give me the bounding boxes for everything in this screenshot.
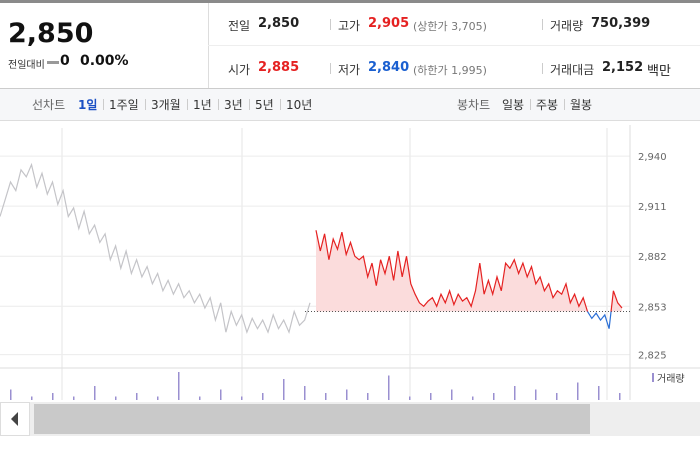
volume-bar	[262, 393, 264, 400]
y-tick-label: 2,882	[638, 252, 667, 263]
tab[interactable]: 1년	[193, 98, 212, 112]
volume-bar	[535, 389, 537, 400]
stat-value: 2,840	[368, 60, 410, 75]
volume-bar	[10, 389, 12, 400]
volume-bar	[94, 386, 96, 400]
volume-bar	[346, 389, 348, 400]
volume-bar	[514, 386, 516, 400]
volume-bar	[283, 379, 285, 400]
separator	[542, 19, 543, 30]
stat-label: 저가	[338, 63, 361, 77]
separator	[145, 99, 146, 110]
tab[interactable]: 3년	[224, 98, 243, 112]
tab[interactable]: 1주일	[109, 98, 139, 112]
tab[interactable]: 1일	[78, 98, 98, 112]
top-border	[0, 0, 700, 3]
tab-group-label: 봉차트	[457, 98, 491, 112]
price-line	[315, 230, 623, 312]
separator	[330, 63, 331, 74]
stat-value: 2,905	[368, 16, 410, 31]
volume-bar	[31, 396, 33, 400]
separator	[249, 99, 250, 110]
volume-bar	[598, 386, 600, 400]
separator	[218, 99, 219, 110]
stat-value: 750,399	[591, 16, 651, 31]
change-label: 전일대비	[8, 60, 45, 71]
volume-bar	[619, 393, 621, 400]
divider	[208, 45, 700, 46]
volume-bar	[430, 393, 432, 400]
volume-bar	[136, 393, 138, 400]
volume-bar	[115, 396, 117, 400]
volume-bar	[325, 393, 327, 400]
y-tick-label: 2,940	[638, 152, 667, 163]
separator	[542, 63, 543, 74]
tab[interactable]: 10년	[286, 98, 313, 112]
volume-bar	[199, 396, 201, 400]
area	[316, 230, 622, 312]
tab-group-label: 선차트	[32, 98, 66, 112]
y-tick-label: 2,911	[638, 202, 667, 213]
stat-unit: 백만	[647, 64, 671, 79]
volume-bar	[157, 396, 159, 400]
volume-bar	[388, 375, 390, 400]
stat-label: 고가	[338, 19, 361, 33]
volume-bar	[220, 389, 222, 400]
volume-bar	[178, 372, 180, 400]
separator	[530, 99, 531, 110]
stat-extra: (상한가 3,705)	[413, 20, 487, 33]
scroll-thumb[interactable]	[34, 404, 590, 434]
stat-extra: (하한가 1,995)	[413, 64, 487, 77]
flat-icon	[47, 61, 59, 64]
legend-label: 거래량	[657, 373, 685, 385]
price-line	[0, 162, 311, 335]
volume-bar	[577, 382, 579, 400]
volume-bar	[367, 393, 369, 400]
stat-label: 거래대금	[550, 63, 595, 77]
tab-bar	[0, 88, 700, 121]
stat-label: 전일	[228, 19, 251, 33]
volume-bar	[472, 396, 474, 400]
tab[interactable]: 일봉	[502, 98, 525, 112]
y-tick-label: 2,853	[638, 302, 667, 313]
volume-bar	[241, 396, 243, 400]
price: 2,850	[8, 18, 94, 49]
volume-bar	[409, 396, 411, 400]
arrow-icon	[11, 412, 18, 426]
separator	[330, 19, 331, 30]
stat-value: 2,850	[258, 16, 300, 31]
change-pct: 0.00%	[80, 53, 129, 69]
tab[interactable]: 주봉	[536, 98, 559, 112]
stat-value: 2,152	[602, 60, 644, 75]
stat-label: 시가	[228, 63, 251, 77]
volume-bar	[451, 389, 453, 400]
separator	[103, 99, 104, 110]
tab[interactable]: 5년	[255, 98, 274, 112]
y-tick-label: 2,825	[638, 351, 667, 362]
volume-bar	[52, 393, 54, 400]
tab[interactable]: 3개월	[151, 98, 181, 112]
legend-swatch	[652, 373, 654, 382]
separator	[187, 99, 188, 110]
volume-bar	[73, 396, 75, 400]
tab[interactable]: 월봉	[570, 98, 593, 112]
separator	[280, 99, 281, 110]
change: 0	[60, 53, 70, 69]
stat-value: 2,885	[258, 60, 300, 75]
volume-bar	[556, 393, 558, 400]
volume-bar	[304, 386, 306, 400]
separator	[564, 99, 565, 110]
stat-label: 거래량	[550, 19, 584, 33]
volume-bar	[493, 393, 495, 400]
